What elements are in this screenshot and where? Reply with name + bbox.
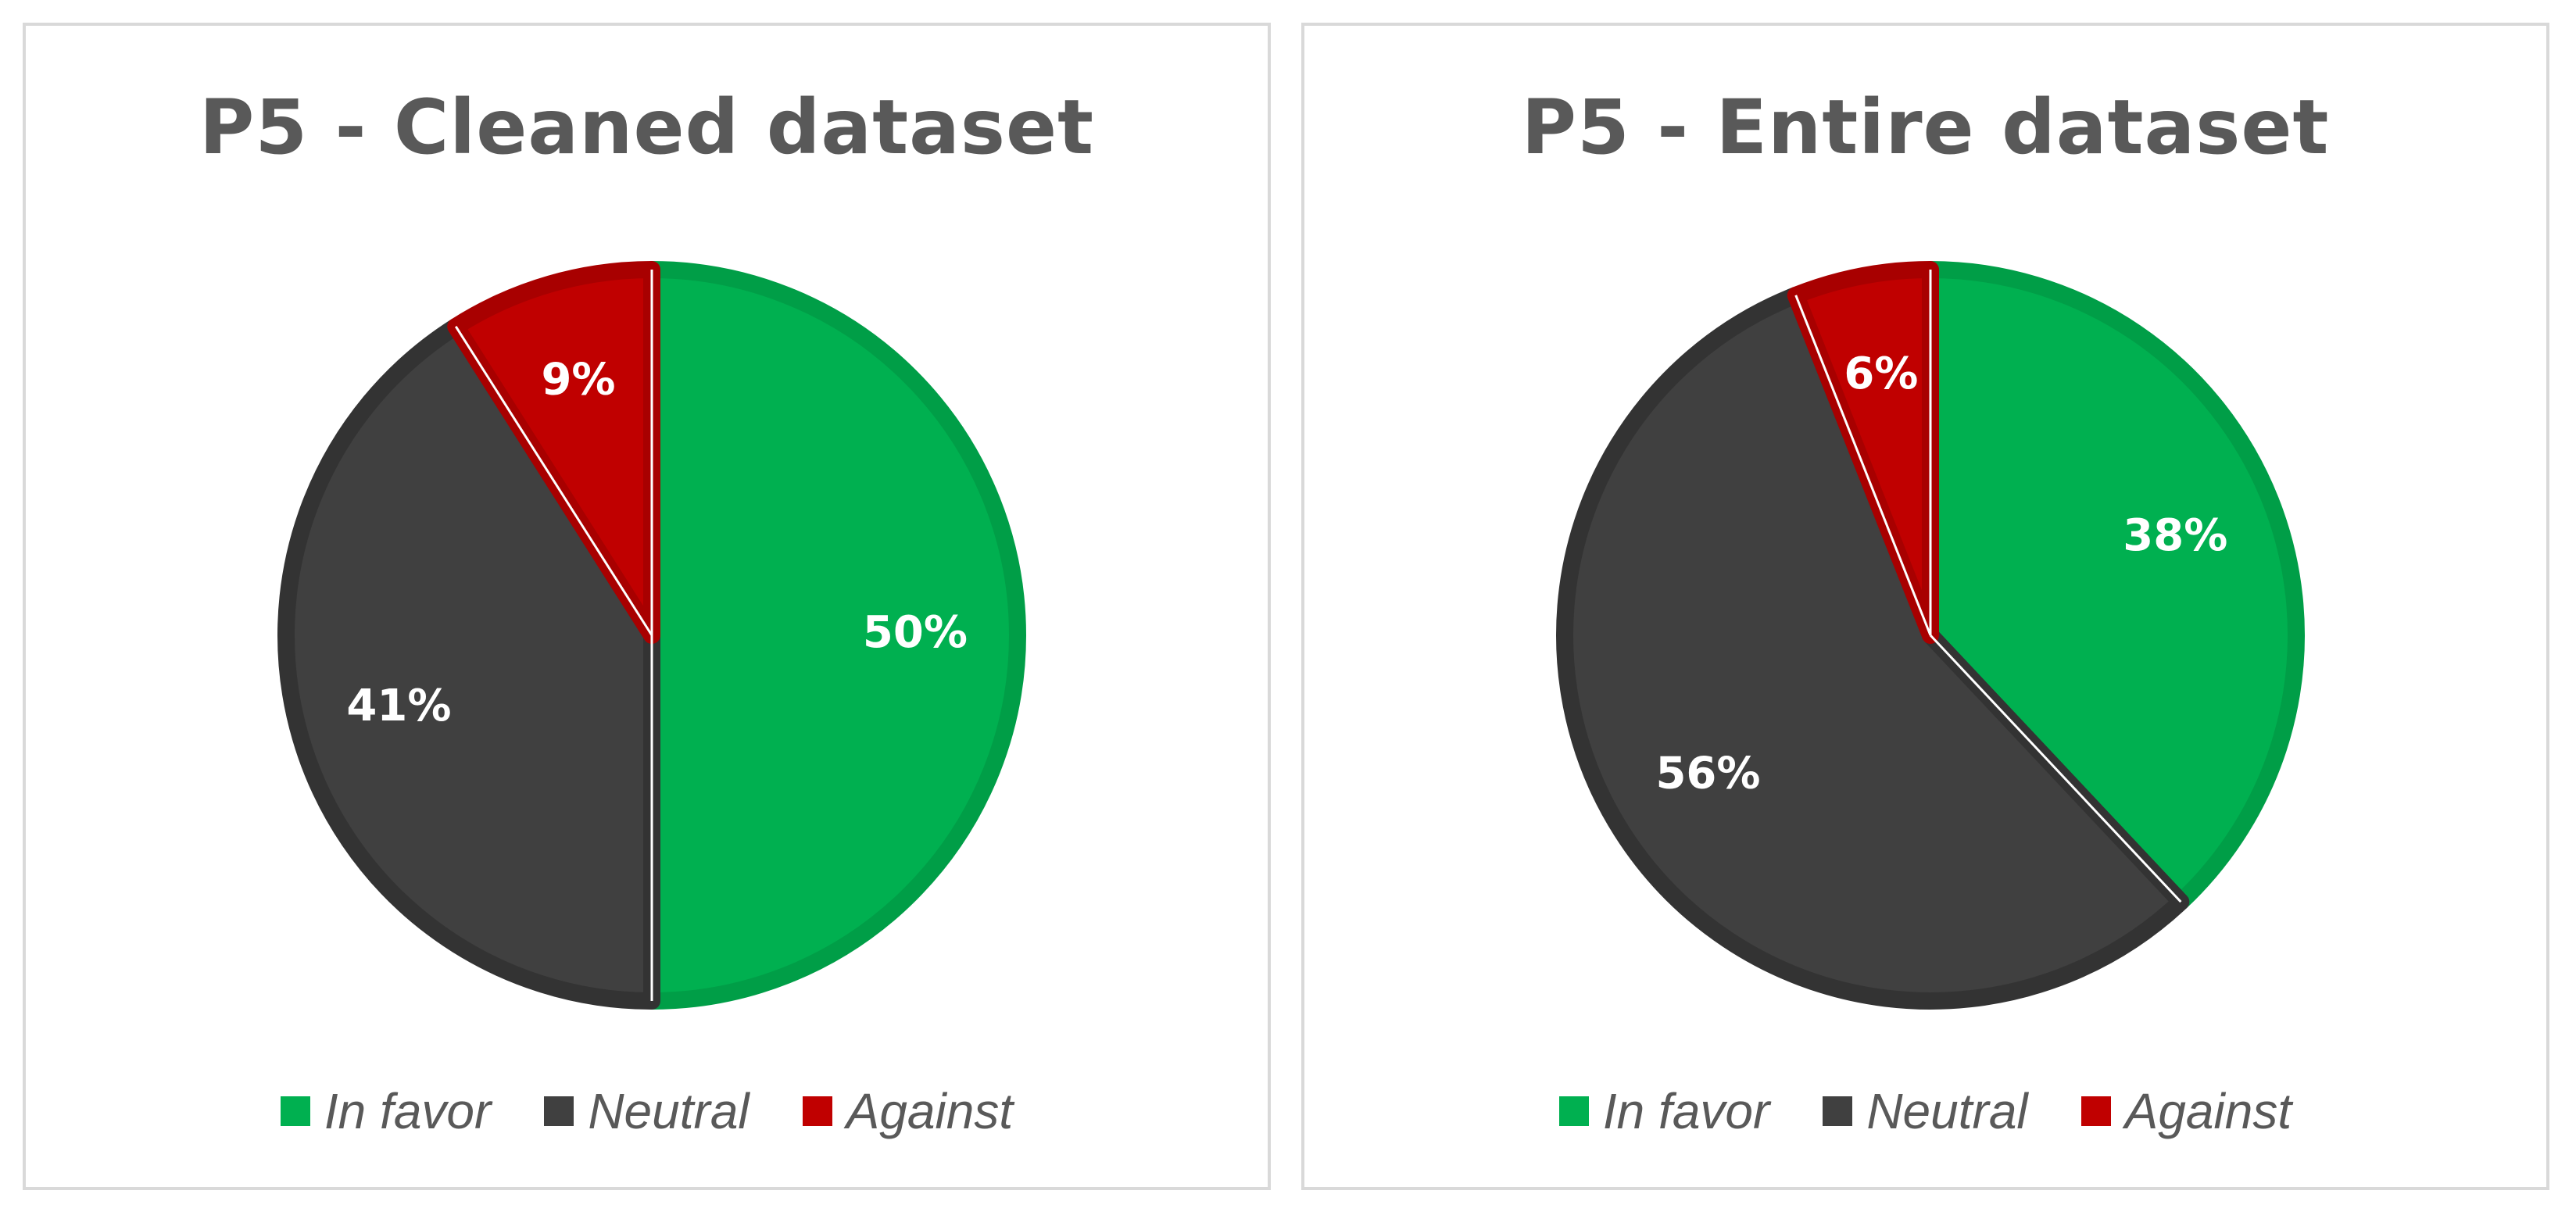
pie-chart-cleaned: 50% 41% 9% bbox=[277, 261, 1026, 1010]
pie-slice-in-favor bbox=[643, 261, 1026, 1010]
chart-panel-entire: P5 - Entire dataset 38% 56% 6% In favor Ne… bbox=[1301, 23, 2549, 1190]
data-label-neutral: 56% bbox=[1655, 749, 1760, 799]
pie-slice-separator bbox=[1794, 295, 1932, 636]
legend-swatch-against bbox=[802, 1096, 832, 1126]
chart-title: P5 - Entire dataset bbox=[1521, 84, 2330, 171]
legend-swatch-against bbox=[2080, 1096, 2111, 1126]
legend-swatch-neutral bbox=[1823, 1096, 1853, 1126]
legend-item-neutral: Neutral bbox=[1823, 1083, 2028, 1139]
legend-label: In favor bbox=[324, 1083, 492, 1139]
chart-title: P5 - Cleaned dataset bbox=[199, 84, 1094, 171]
data-label-in-favor: 50% bbox=[863, 607, 968, 658]
legend-item-in-favor: In favor bbox=[1558, 1083, 1770, 1139]
legend: In favor Neutral Against bbox=[1304, 1086, 2546, 1136]
legend: In favor Neutral Against bbox=[26, 1086, 1268, 1136]
pie-slice-in-favor bbox=[1922, 261, 2305, 911]
legend-swatch-in-favor bbox=[1558, 1096, 1589, 1126]
legend-item-in-favor: In favor bbox=[280, 1083, 492, 1139]
legend-label: Against bbox=[2124, 1083, 2292, 1139]
data-label-neutral: 41% bbox=[346, 681, 451, 731]
legend-item-neutral: Neutral bbox=[544, 1083, 750, 1139]
pie-chart-entire: 38% 56% 6% bbox=[1556, 261, 2305, 1010]
data-label-against: 9% bbox=[541, 355, 615, 406]
pie-slice-against bbox=[447, 261, 660, 644]
data-label-against: 6% bbox=[1844, 349, 1918, 399]
pie-slice-against bbox=[1787, 261, 1939, 644]
pie-slice-separator bbox=[454, 326, 653, 636]
legend-label: Against bbox=[846, 1083, 1014, 1139]
legend-label: In favor bbox=[1602, 1083, 1770, 1139]
legend-label: Neutral bbox=[1866, 1083, 2028, 1139]
legend-item-against: Against bbox=[2080, 1083, 2292, 1139]
legend-label: Neutral bbox=[588, 1083, 750, 1139]
legend-item-against: Against bbox=[802, 1083, 1014, 1139]
legend-swatch-neutral bbox=[544, 1096, 574, 1126]
pie-slice-neutral bbox=[1556, 286, 2190, 1010]
chart-panel-cleaned: P5 - Cleaned dataset 50% 41% 9% In favor N… bbox=[23, 23, 1271, 1190]
data-label-in-favor: 38% bbox=[2123, 510, 2227, 561]
pie-slice-separator bbox=[1929, 634, 2182, 903]
legend-swatch-in-favor bbox=[280, 1096, 310, 1126]
